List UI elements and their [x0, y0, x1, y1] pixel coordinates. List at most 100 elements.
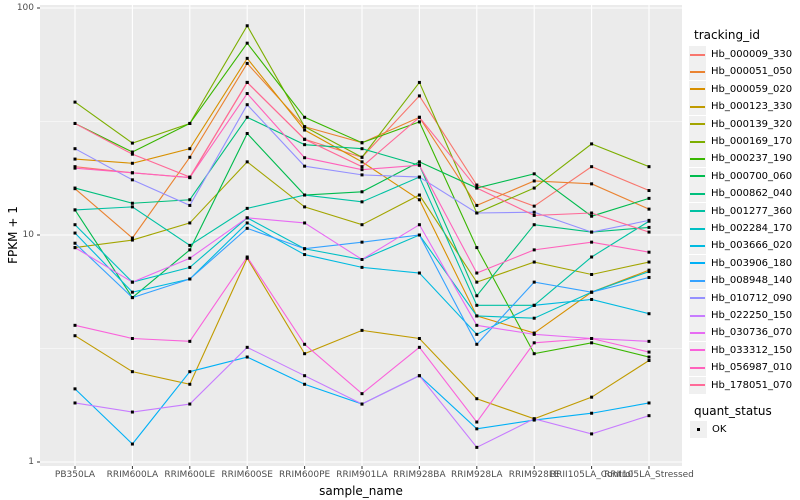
x-tick-label-RRII105LA_Stressed: RRII105LA_Stressed [604, 470, 694, 480]
data-point [73, 121, 77, 125]
data-point [130, 296, 134, 300]
legend-color-swatch [689, 289, 706, 307]
data-point [188, 248, 192, 252]
data-point [417, 336, 421, 340]
data-point [245, 92, 249, 96]
data-point [590, 230, 594, 234]
data-point [73, 387, 77, 391]
x-tick-label-RRIM600SE: RRIM600SE [221, 470, 273, 480]
data-point [647, 270, 651, 274]
data-point [417, 163, 421, 167]
legend-label: Hb_056987_010 [711, 362, 793, 374]
data-point [73, 166, 77, 170]
data-point [360, 402, 364, 406]
data-point [475, 186, 479, 190]
data-point [245, 41, 249, 45]
x-tick-label-RRIM600PE: RRIM600PE [278, 470, 331, 480]
data-point [130, 161, 134, 165]
data-point [417, 94, 421, 98]
data-point [475, 280, 479, 284]
data-point [245, 221, 249, 225]
data-point [360, 155, 364, 159]
legend-label: Hb_000169_170 [711, 136, 793, 147]
x-tick-label-RRIM928BA: RRIM928BA [393, 470, 446, 480]
legend-title-tracking-id: tracking_id [694, 28, 761, 42]
data-point [73, 100, 77, 104]
data-point [647, 196, 651, 200]
data-point [130, 236, 134, 240]
data-point [532, 316, 536, 320]
data-point [188, 121, 192, 125]
legend-label: Hb_008948_140 [711, 275, 793, 287]
x-tick-label-RRIM600LA: RRIM600LA [106, 470, 159, 480]
data-point [360, 141, 364, 145]
black-square-point-icon [697, 428, 700, 431]
data-point [647, 260, 651, 264]
legend-color-swatch [689, 115, 706, 133]
data-point [532, 210, 536, 214]
legend-color-swatch [689, 341, 706, 359]
data-point [475, 420, 479, 424]
data-point [130, 290, 134, 294]
ok-point-swatch [690, 421, 707, 438]
data-point [130, 150, 134, 154]
data-point [245, 24, 249, 28]
data-point [303, 253, 307, 257]
data-point [475, 445, 479, 449]
data-point [188, 402, 192, 406]
legend-line-icon [690, 105, 705, 108]
legend-line-icon [690, 70, 705, 73]
data-point [475, 203, 479, 207]
data-point [303, 193, 307, 197]
legend-label: Hb_010712_090 [711, 292, 793, 304]
data-point [417, 223, 421, 227]
data-point [360, 240, 364, 244]
legend-label: Hb_030736_070 [711, 327, 793, 339]
data-point [130, 280, 134, 284]
x-tick-label-RRII105LA_Control: RRII105LA_Control [549, 470, 634, 480]
data-point [188, 198, 192, 202]
legend-line-icon [690, 123, 705, 126]
data-point [188, 243, 192, 247]
data-point [417, 175, 421, 179]
data-point [245, 355, 249, 359]
data-point [73, 334, 77, 338]
legend-line-icon [690, 244, 705, 247]
data-point [532, 204, 536, 208]
data-point [417, 233, 421, 237]
data-point [73, 246, 77, 250]
data-point [303, 342, 307, 346]
data-point [303, 128, 307, 132]
data-point [188, 203, 192, 207]
data-point [590, 182, 594, 186]
data-point [360, 165, 364, 169]
legend-color-swatch [689, 254, 706, 272]
data-point [360, 190, 364, 194]
legend-line-icon [690, 157, 705, 160]
x-axis-title: sample_name [319, 484, 403, 498]
legend-line-icon [690, 366, 705, 369]
legend-line-icon [690, 384, 705, 387]
data-point [590, 432, 594, 436]
tracking-id-legend: tracking_id Hb_000009_330 Hb_000051_050 Hb… [688, 28, 798, 394]
data-point [245, 103, 249, 107]
data-point [532, 352, 536, 356]
data-point [417, 374, 421, 378]
data-point [590, 240, 594, 244]
data-point [532, 303, 536, 307]
y-tick-label-10: 10 [22, 230, 34, 240]
legend-label: Hb_000051_050 [711, 66, 793, 78]
data-point [475, 271, 479, 275]
data-point [590, 142, 594, 146]
data-point [647, 275, 651, 279]
data-point [130, 201, 134, 205]
legend-color-swatch [689, 46, 706, 63]
data-point [475, 397, 479, 401]
data-point [73, 401, 77, 405]
data-point [360, 328, 364, 332]
y-tick-label-100: 100 [16, 3, 34, 13]
data-point [130, 442, 134, 446]
data-point [130, 178, 134, 182]
data-point [303, 156, 307, 160]
